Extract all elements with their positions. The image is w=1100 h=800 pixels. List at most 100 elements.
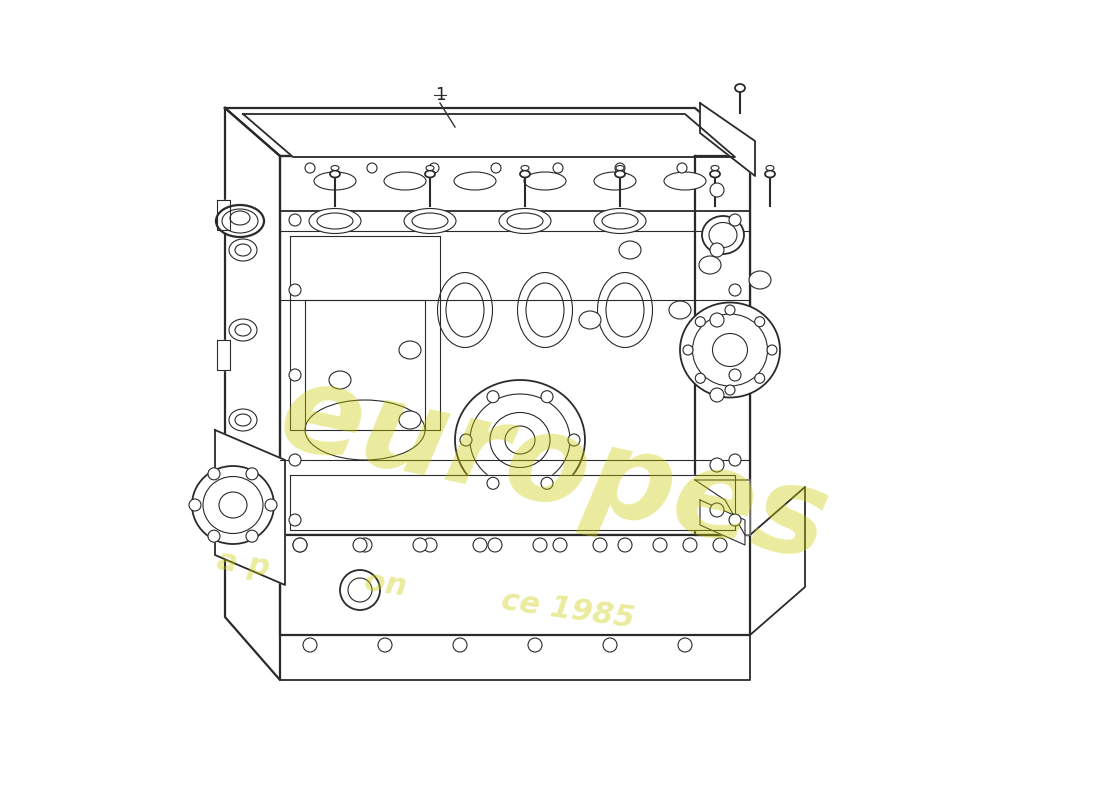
Circle shape <box>767 345 777 355</box>
Circle shape <box>246 468 258 480</box>
Polygon shape <box>695 156 750 535</box>
Ellipse shape <box>713 334 748 366</box>
Circle shape <box>487 478 499 490</box>
Circle shape <box>695 317 705 326</box>
Circle shape <box>487 390 499 402</box>
Ellipse shape <box>597 273 652 347</box>
Ellipse shape <box>314 172 356 190</box>
Polygon shape <box>280 156 750 535</box>
Text: a p         on         ce 1985: a p on ce 1985 <box>214 546 637 634</box>
Polygon shape <box>214 430 285 585</box>
Circle shape <box>541 478 553 490</box>
Text: 1: 1 <box>434 86 446 104</box>
Ellipse shape <box>490 413 550 467</box>
Ellipse shape <box>219 492 248 518</box>
Ellipse shape <box>710 222 737 247</box>
Circle shape <box>289 284 301 296</box>
Circle shape <box>534 538 547 552</box>
Ellipse shape <box>454 172 496 190</box>
Circle shape <box>615 163 625 173</box>
Ellipse shape <box>455 380 585 500</box>
Ellipse shape <box>425 170 435 178</box>
Circle shape <box>729 284 741 296</box>
Circle shape <box>710 313 724 327</box>
Circle shape <box>618 538 632 552</box>
Circle shape <box>729 454 741 466</box>
Ellipse shape <box>764 170 776 178</box>
Circle shape <box>603 638 617 652</box>
Ellipse shape <box>524 172 567 190</box>
Ellipse shape <box>192 466 274 544</box>
Ellipse shape <box>229 319 257 341</box>
Circle shape <box>473 538 487 552</box>
Polygon shape <box>750 487 805 635</box>
Ellipse shape <box>735 84 745 92</box>
Circle shape <box>424 538 437 552</box>
Circle shape <box>593 538 607 552</box>
Ellipse shape <box>521 166 529 170</box>
Polygon shape <box>217 340 230 370</box>
Circle shape <box>729 369 741 381</box>
Ellipse shape <box>229 239 257 261</box>
Circle shape <box>729 514 741 526</box>
Circle shape <box>265 499 277 511</box>
Circle shape <box>289 454 301 466</box>
Polygon shape <box>226 108 280 535</box>
Ellipse shape <box>702 216 744 254</box>
Circle shape <box>528 638 542 652</box>
Circle shape <box>289 514 301 526</box>
Ellipse shape <box>619 241 641 259</box>
Circle shape <box>378 638 392 652</box>
Circle shape <box>710 183 724 197</box>
Polygon shape <box>290 236 440 430</box>
Circle shape <box>305 163 315 173</box>
Circle shape <box>293 538 307 552</box>
Ellipse shape <box>204 477 263 534</box>
Ellipse shape <box>446 283 484 337</box>
Polygon shape <box>290 475 735 530</box>
Circle shape <box>683 345 693 355</box>
Ellipse shape <box>517 273 572 347</box>
Ellipse shape <box>507 213 543 229</box>
Ellipse shape <box>520 170 530 178</box>
Circle shape <box>553 163 563 173</box>
Ellipse shape <box>616 166 624 170</box>
Ellipse shape <box>606 283 643 337</box>
Ellipse shape <box>426 166 434 170</box>
Polygon shape <box>700 103 755 176</box>
Ellipse shape <box>438 273 493 347</box>
Ellipse shape <box>317 213 353 229</box>
Circle shape <box>289 369 301 381</box>
Ellipse shape <box>594 209 646 234</box>
Circle shape <box>725 305 735 315</box>
Circle shape <box>488 538 502 552</box>
Ellipse shape <box>235 324 251 336</box>
Ellipse shape <box>331 166 339 170</box>
Ellipse shape <box>412 213 448 229</box>
Polygon shape <box>700 500 745 545</box>
Circle shape <box>340 570 379 610</box>
Circle shape <box>358 538 372 552</box>
Circle shape <box>710 243 724 257</box>
Ellipse shape <box>404 209 456 234</box>
Polygon shape <box>243 114 735 157</box>
Circle shape <box>653 538 667 552</box>
Ellipse shape <box>230 211 250 225</box>
Ellipse shape <box>749 271 771 289</box>
Circle shape <box>293 538 307 552</box>
Ellipse shape <box>579 311 601 329</box>
Circle shape <box>568 434 580 446</box>
Ellipse shape <box>235 414 251 426</box>
Polygon shape <box>695 480 750 535</box>
Ellipse shape <box>229 409 257 431</box>
Circle shape <box>713 538 727 552</box>
Ellipse shape <box>680 302 780 398</box>
Circle shape <box>725 385 735 395</box>
Circle shape <box>710 458 724 472</box>
Polygon shape <box>226 487 280 680</box>
Ellipse shape <box>216 205 264 237</box>
Ellipse shape <box>330 170 340 178</box>
Polygon shape <box>217 200 230 230</box>
Ellipse shape <box>594 172 636 190</box>
Ellipse shape <box>710 170 720 178</box>
